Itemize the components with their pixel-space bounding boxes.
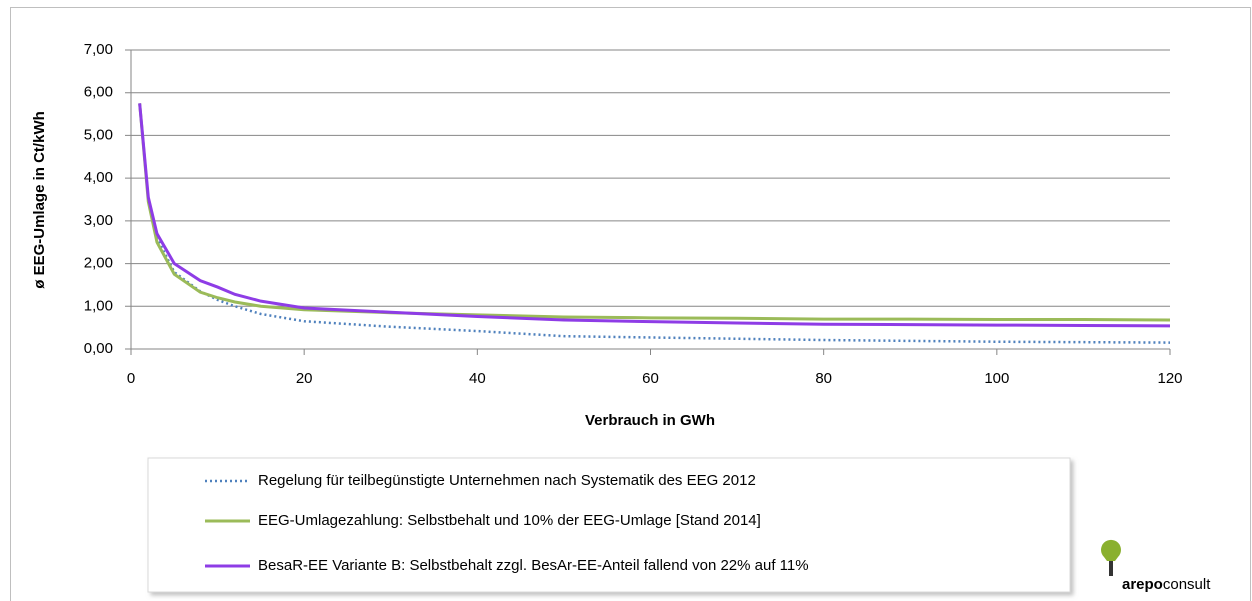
- y-axis-label: ø EEG-Umlage in Ct/kWh: [31, 111, 48, 289]
- x-tick-label: 60: [642, 370, 659, 387]
- x-tick-label: 0: [127, 370, 135, 387]
- y-tick-label: 5,00: [84, 126, 113, 143]
- x-tick-label: 40: [469, 370, 486, 387]
- x-tick-label: 20: [296, 370, 313, 387]
- y-tick-label: 3,00: [84, 212, 113, 229]
- y-tick-label: 7,00: [84, 41, 113, 58]
- logo-icon: [1101, 539, 1121, 561]
- y-tick-label: 2,00: [84, 255, 113, 272]
- x-tick-label: 120: [1157, 370, 1182, 387]
- logo-plug: [1109, 561, 1113, 576]
- legend-label: EEG-Umlagezahlung: Selbstbehalt und 10% …: [258, 512, 761, 529]
- y-tick-label: 0,00: [84, 340, 113, 357]
- logo-part: consult: [1163, 576, 1211, 593]
- y-tick-label: 1,00: [84, 297, 113, 314]
- logo-text: arepoconsult: [1122, 576, 1211, 593]
- series-line: [138, 103, 1171, 328]
- y-tick-label: 6,00: [84, 84, 113, 101]
- logo: arepoconsult: [1101, 539, 1211, 593]
- x-tick-label: 80: [815, 370, 832, 387]
- logo-part: arepo: [1122, 576, 1163, 593]
- x-tick-label: 100: [984, 370, 1009, 387]
- frame: [10, 7, 1251, 601]
- series-line: [138, 103, 1171, 344]
- y-tick-label: 4,00: [84, 169, 113, 186]
- legend-label: Regelung für teilbegünstigte Unternehmen…: [258, 472, 756, 489]
- legend-box: [147, 457, 1071, 593]
- x-axis-label: Verbrauch in GWh: [585, 412, 715, 429]
- legend-label: BesaR-EE Variante B: Selbstbehalt zzgl. …: [258, 557, 809, 574]
